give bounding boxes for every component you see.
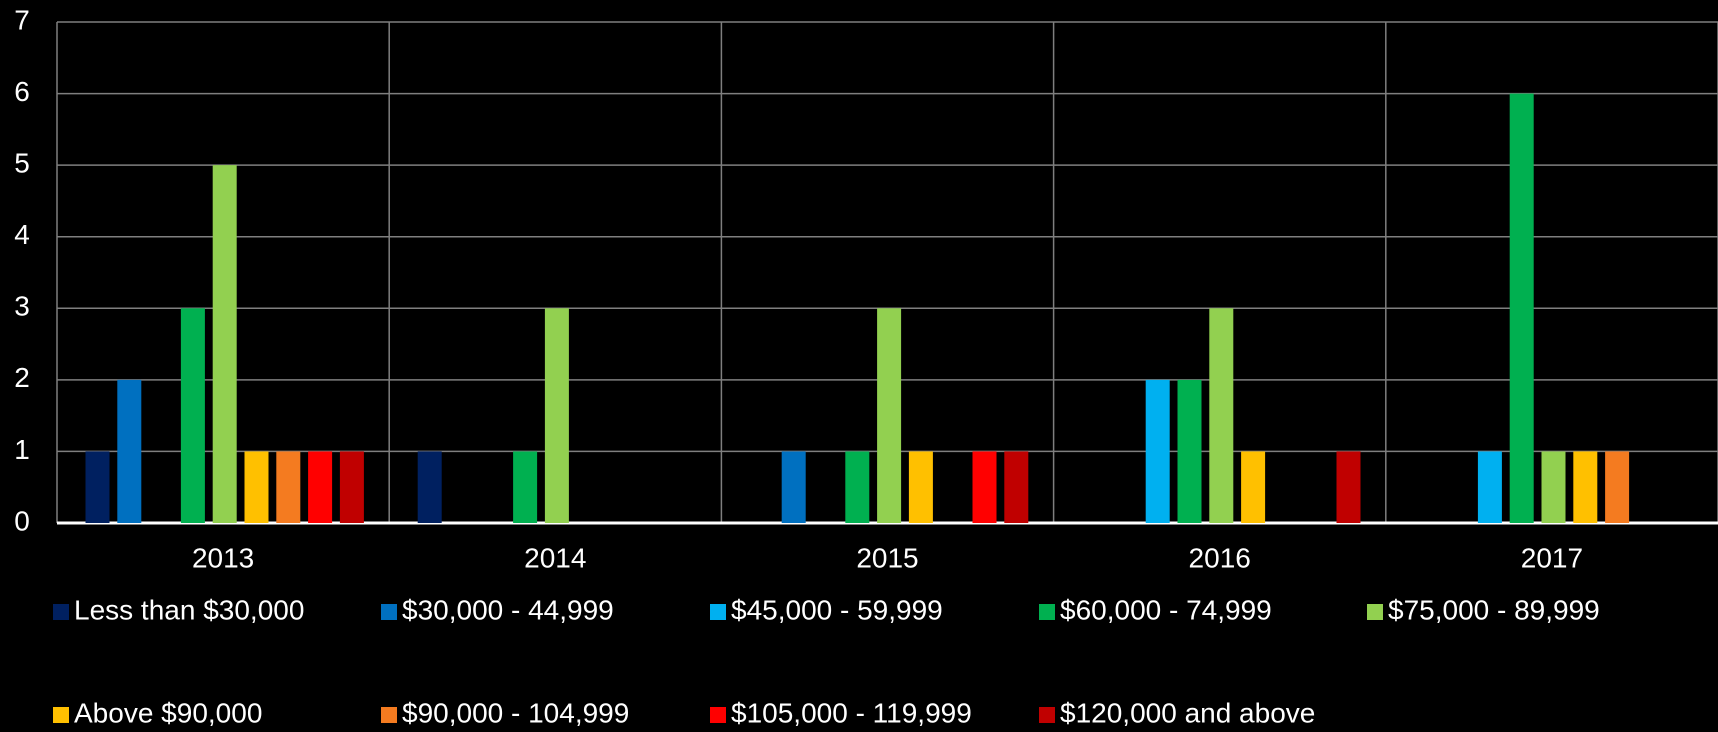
bar xyxy=(877,308,902,523)
bar xyxy=(117,379,142,523)
legend-swatch xyxy=(1039,604,1055,620)
bar xyxy=(180,308,205,523)
bar xyxy=(1004,451,1029,523)
bar xyxy=(1509,93,1534,524)
bar xyxy=(417,451,442,523)
bar xyxy=(244,451,269,523)
bar xyxy=(1541,451,1566,523)
bar xyxy=(513,451,538,523)
bar xyxy=(972,451,997,523)
legend-swatch xyxy=(53,604,69,620)
y-tick-label: 4 xyxy=(14,219,30,250)
legend-swatch xyxy=(710,604,726,620)
bar xyxy=(1145,379,1170,523)
legend-swatch xyxy=(381,707,397,723)
y-tick-label: 1 xyxy=(14,434,30,465)
legend-swatch xyxy=(53,707,69,723)
legend-label: Above $90,000 xyxy=(74,697,262,728)
legend-swatch xyxy=(710,707,726,723)
x-tick-label: 2015 xyxy=(856,542,918,573)
y-tick-label: 3 xyxy=(14,291,30,322)
bar xyxy=(781,451,806,523)
legend-label: $45,000 - 59,999 xyxy=(731,594,943,625)
x-tick-label: 2014 xyxy=(524,542,586,573)
legend-label: $120,000 and above xyxy=(1060,697,1315,728)
x-tick-label: 2017 xyxy=(1521,542,1583,573)
bar xyxy=(845,451,870,523)
legend-label: $105,000 - 119,999 xyxy=(731,697,972,728)
y-tick-label: 2 xyxy=(14,362,30,393)
legend-swatch xyxy=(381,604,397,620)
legend-label: $75,000 - 89,999 xyxy=(1388,594,1600,625)
bar xyxy=(276,451,301,523)
y-tick-label: 0 xyxy=(14,505,30,536)
y-tick-label: 5 xyxy=(14,148,30,179)
bar xyxy=(544,308,569,523)
legend-label: $60,000 - 74,999 xyxy=(1060,594,1272,625)
legend-label: $90,000 - 104,999 xyxy=(402,697,629,728)
bar xyxy=(1241,451,1266,523)
legend-label: Less than $30,000 xyxy=(74,594,304,625)
bar xyxy=(308,451,333,523)
bar xyxy=(1605,451,1630,523)
legend-label: $30,000 - 44,999 xyxy=(402,594,614,625)
bar xyxy=(339,451,364,523)
legend-swatch xyxy=(1367,604,1383,620)
bar xyxy=(1177,379,1202,523)
bar xyxy=(908,451,933,523)
x-tick-label: 2013 xyxy=(192,542,254,573)
legend-swatch xyxy=(1039,707,1055,723)
bar xyxy=(1209,308,1234,523)
bar xyxy=(1477,451,1502,523)
x-tick-label: 2016 xyxy=(1189,542,1251,573)
bar xyxy=(1573,451,1598,523)
bar xyxy=(212,165,237,523)
bar xyxy=(85,451,110,523)
y-tick-label: 7 xyxy=(14,4,30,35)
bar xyxy=(1336,451,1361,523)
y-tick-label: 6 xyxy=(14,76,30,107)
